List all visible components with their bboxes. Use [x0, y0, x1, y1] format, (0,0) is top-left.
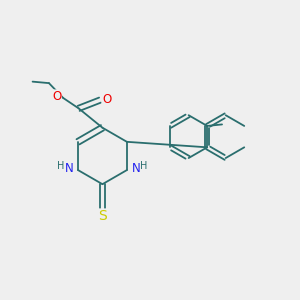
- Text: O: O: [52, 90, 61, 103]
- Text: N: N: [65, 162, 74, 175]
- Text: N: N: [131, 162, 140, 175]
- Text: O: O: [102, 93, 111, 106]
- Text: H: H: [140, 161, 148, 172]
- Text: H: H: [57, 161, 64, 172]
- Text: S: S: [98, 209, 107, 223]
